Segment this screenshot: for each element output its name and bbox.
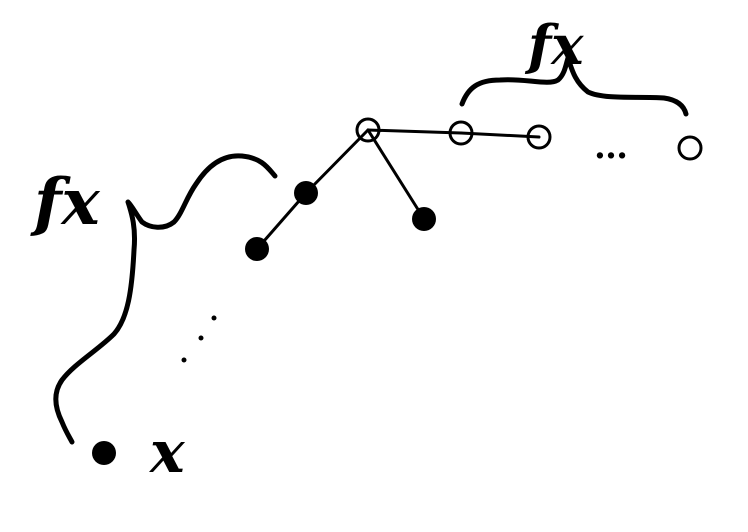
top-brace: [459, 55, 689, 117]
filled-node-3: [412, 207, 436, 231]
open-node-3: [526, 124, 552, 150]
tree-edges: [255, 128, 541, 251]
fx-left-label: fx: [30, 165, 101, 240]
edge-root-down: [366, 128, 426, 221]
open-node-root: [355, 117, 381, 143]
tree-nodes: [92, 117, 703, 465]
fx-top-label: fx: [524, 13, 584, 77]
edge-right-chain: [459, 131, 541, 139]
left-brace: [53, 153, 278, 445]
edge-root-right: [366, 128, 463, 135]
open-node-last: [677, 135, 703, 161]
edge-left-chain: [255, 191, 308, 251]
edge-root-left: [304, 128, 370, 195]
x-label: x: [148, 418, 186, 486]
filled-node-x: [92, 441, 116, 465]
filled-node-1: [294, 181, 318, 205]
open-node-2: [448, 120, 474, 146]
left-continuation-dots: [181, 315, 217, 363]
right-ellipsis: …: [594, 127, 628, 167]
filled-node-2: [245, 237, 269, 261]
